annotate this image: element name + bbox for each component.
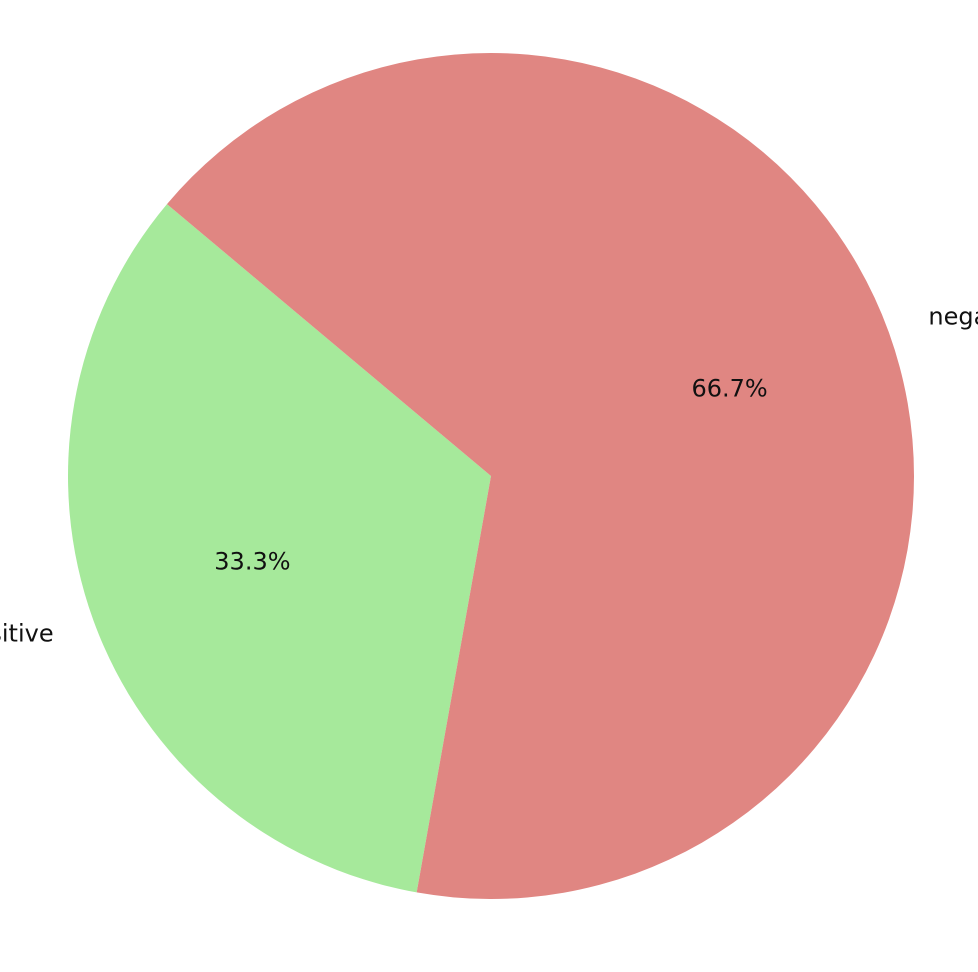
pie-labels: positive 33.3% negative 66.7%: [0, 302, 978, 647]
pie-slices: [67, 52, 914, 899]
slice-label-negative: negative: [928, 302, 978, 330]
percent-label-negative: 66.7%: [691, 374, 767, 402]
percent-label-positive: 33.3%: [214, 548, 290, 576]
pie-slice-positive: [67, 204, 492, 893]
slice-label-positive: positive: [0, 620, 54, 648]
pie-slice-negative: [166, 52, 914, 899]
